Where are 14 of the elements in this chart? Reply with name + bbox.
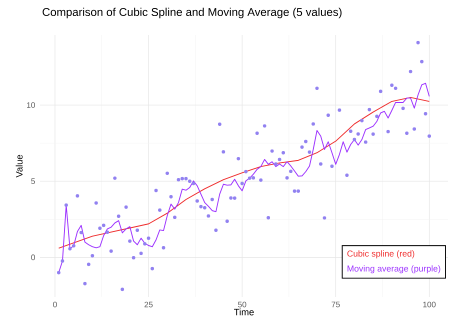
x-tick-label: 50 <box>238 302 246 308</box>
text: Moving average (purple) <box>348 265 440 274</box>
x-axis-title: Time <box>234 308 254 316</box>
y-tick-label: 0 <box>31 254 35 260</box>
y-tick-label: 10 <box>27 102 35 108</box>
x-tick-label: 75 <box>332 302 340 308</box>
line-series <box>58 96 430 249</box>
x-tick-label: 0 <box>53 302 57 308</box>
text: Cubic spline (red) <box>347 250 414 258</box>
y-axis-title: Value <box>16 154 23 178</box>
chart-title: Comparison of Cubic Spline and Moving Average (5 values) <box>42 8 342 18</box>
x-tick-label: 25 <box>144 302 153 308</box>
y-tick-label: 5 <box>31 178 35 184</box>
x-tick-label: 100 <box>423 302 436 308</box>
